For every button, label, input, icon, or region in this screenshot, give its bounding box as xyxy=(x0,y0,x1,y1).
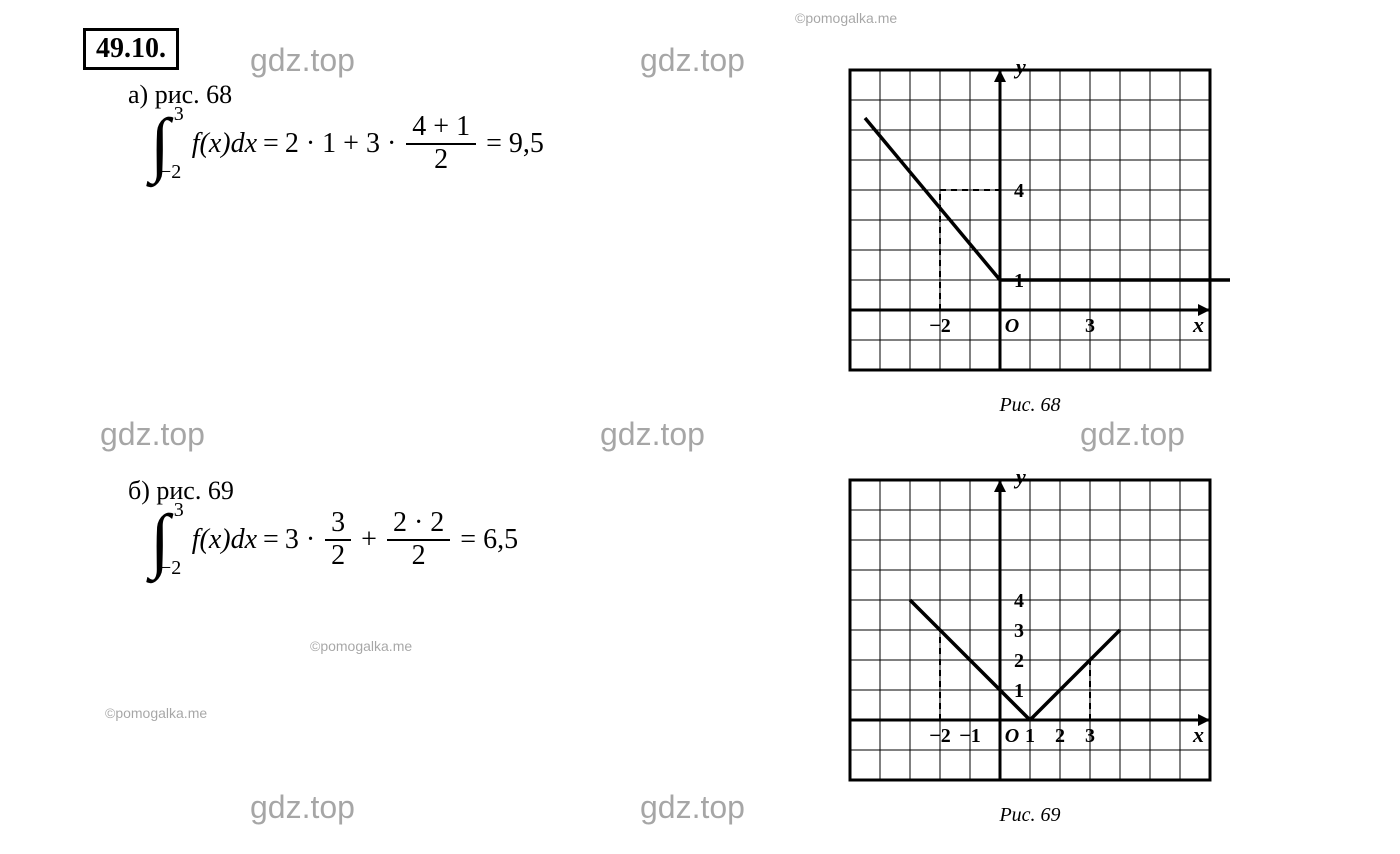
svg-text:x: x xyxy=(1192,312,1204,337)
svg-text:O: O xyxy=(1005,725,1019,747)
chart-69: −2−1O1231234yx Рис. 69 xyxy=(830,460,1230,827)
part-b-integral: ∫ 3 −2 f(x)dx = 3 · 3 2 + 2 · 2 2 = 6,5 xyxy=(150,504,518,576)
watermark-gdz: gdz.top xyxy=(640,42,745,79)
term: 3 · xyxy=(285,524,315,556)
svg-text:−1: −1 xyxy=(959,725,980,747)
svg-text:1: 1 xyxy=(1014,680,1024,702)
svg-text:y: y xyxy=(1013,464,1026,489)
svg-text:1: 1 xyxy=(1014,270,1024,292)
svg-text:4: 4 xyxy=(1014,590,1024,612)
result: = 9,5 xyxy=(486,128,544,160)
problem-number: 49.10. xyxy=(83,28,179,70)
integrand: f(x)dx xyxy=(192,128,257,160)
svg-text:x: x xyxy=(1192,722,1204,747)
svg-text:4: 4 xyxy=(1014,180,1024,202)
upper-limit: 3 xyxy=(174,500,184,520)
watermark-gdz: gdz.top xyxy=(100,416,205,453)
svg-text:3: 3 xyxy=(1085,725,1095,747)
watermark-pomogalka: ©pomogalka.me xyxy=(795,10,897,26)
upper-limit: 3 xyxy=(174,104,184,124)
integrand: f(x)dx xyxy=(192,524,257,556)
watermark-pomogalka: ©pomogalka.me xyxy=(105,705,207,721)
equals: = xyxy=(263,128,279,160)
svg-text:y: y xyxy=(1013,54,1026,79)
svg-text:−2: −2 xyxy=(929,725,950,747)
watermark-pomogalka: ©pomogalka.me xyxy=(310,638,412,654)
term: 2 · 1 + 3 · xyxy=(285,128,396,160)
equals: = xyxy=(263,524,279,556)
watermark-gdz: gdz.top xyxy=(250,789,355,826)
svg-text:2: 2 xyxy=(1014,650,1024,672)
lower-limit: −2 xyxy=(160,162,181,182)
result: = 6,5 xyxy=(460,524,518,556)
watermark-gdz: gdz.top xyxy=(640,789,745,826)
watermark-gdz: gdz.top xyxy=(1080,416,1185,453)
integral-symbol: ∫ 3 −2 xyxy=(150,504,170,576)
svg-text:O: O xyxy=(1005,315,1019,337)
fraction: 3 2 xyxy=(325,508,351,572)
svg-text:−2: −2 xyxy=(929,315,950,337)
svg-text:2: 2 xyxy=(1055,725,1065,747)
integral-symbol: ∫ 3 −2 xyxy=(150,108,170,180)
fraction: 4 + 1 2 xyxy=(406,112,476,176)
svg-text:3: 3 xyxy=(1014,620,1024,642)
watermark-gdz: gdz.top xyxy=(600,416,705,453)
plus: + xyxy=(361,524,377,556)
svg-text:1: 1 xyxy=(1025,725,1035,747)
chart-68: −2 O 3 1 4 y x Рис. 68 xyxy=(830,50,1230,417)
svg-text:3: 3 xyxy=(1085,315,1095,337)
chart-69-caption: Рис. 69 xyxy=(830,804,1230,827)
lower-limit: −2 xyxy=(160,558,181,578)
watermark-gdz: gdz.top xyxy=(250,42,355,79)
chart-68-caption: Рис. 68 xyxy=(830,394,1230,417)
fraction: 2 · 2 2 xyxy=(387,508,450,572)
part-a-integral: ∫ 3 −2 f(x)dx = 2 · 1 + 3 · 4 + 1 2 = 9,… xyxy=(150,108,544,180)
